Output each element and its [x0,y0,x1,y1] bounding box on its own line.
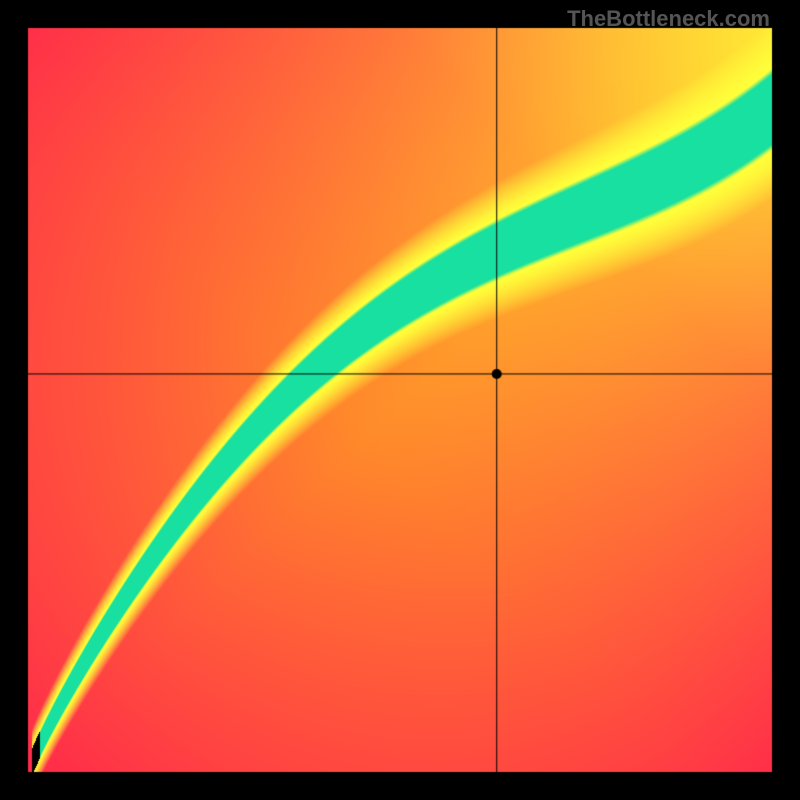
chart-container: TheBottleneck.com [0,0,800,800]
watermark-text: TheBottleneck.com [567,6,770,32]
heatmap-canvas [0,0,800,800]
